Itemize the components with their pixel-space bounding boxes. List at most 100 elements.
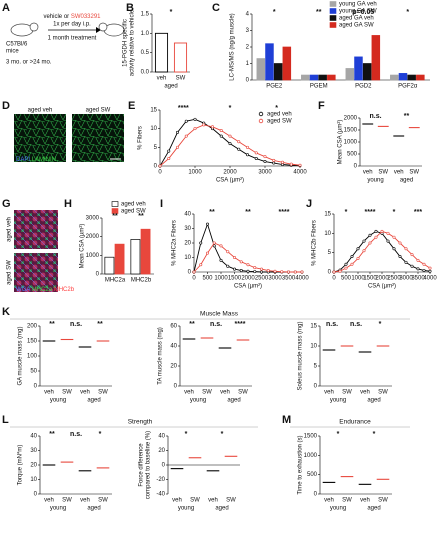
group-label: aged <box>367 398 380 404</box>
x-tick-label: SW <box>226 498 236 504</box>
point <box>254 151 258 155</box>
point <box>226 250 230 254</box>
x-tick-label: SW <box>98 498 108 504</box>
point <box>338 269 342 273</box>
y-tick-label: 15 <box>324 212 331 218</box>
x-axis-label: CSA (µm²) <box>368 284 396 290</box>
legend-label: young GA veh <box>339 2 377 8</box>
point <box>368 233 372 237</box>
x-tick-label: veh <box>44 498 54 504</box>
point <box>219 244 223 248</box>
y-tick-label: 0 <box>246 78 250 84</box>
point <box>298 163 302 167</box>
significance: * <box>345 209 348 216</box>
bar <box>398 73 408 81</box>
point <box>392 235 396 239</box>
x-tick-label: PGF2α <box>398 84 418 90</box>
panel-letter: D <box>2 100 10 112</box>
significance: * <box>406 9 409 16</box>
y-tick-label: -40 <box>156 492 165 498</box>
significance: * <box>275 105 278 112</box>
legend-swatch <box>111 208 119 214</box>
bar <box>282 46 292 81</box>
stain-label: WGA MHC2a MHC2b <box>16 287 75 293</box>
x-tick-label: veh <box>220 390 230 396</box>
significance: ** <box>97 321 103 328</box>
y-tick-label: 1000 <box>344 140 358 146</box>
point <box>416 267 420 271</box>
y-tick-label: 1 <box>246 61 250 67</box>
group-label: young <box>50 398 66 404</box>
y-tick-label: 20 <box>170 364 177 370</box>
significance: **** <box>235 321 246 328</box>
point <box>233 267 237 271</box>
group-label: young <box>178 506 194 512</box>
point <box>374 229 378 233</box>
point <box>362 239 366 243</box>
significance: *** <box>414 209 422 216</box>
dose: 1x per day i.p. <box>53 22 91 28</box>
x-tick-label: 2500 <box>387 276 401 282</box>
point <box>386 231 390 235</box>
y-tick-label: 5 <box>328 250 332 256</box>
significance: ** <box>138 213 144 220</box>
legend-swatch <box>329 22 337 28</box>
point <box>293 270 297 274</box>
point <box>237 147 241 151</box>
point <box>212 241 216 245</box>
x-tick-label: 500 <box>202 276 213 282</box>
group-label: young <box>367 178 383 184</box>
point <box>300 270 304 274</box>
y-tick-label: 2000 <box>86 234 100 240</box>
point <box>332 270 336 274</box>
legend-swatch <box>329 1 337 7</box>
point <box>386 239 390 243</box>
y-tick-label: 1000 <box>86 253 100 259</box>
y-tick-label: 0 <box>174 384 178 390</box>
x-tick-label: 3000 <box>258 170 272 176</box>
point <box>380 229 384 233</box>
panel-letter: L <box>2 414 9 426</box>
x-tick-label: veh <box>80 390 90 396</box>
significance: n.s. <box>70 431 82 438</box>
significance: **** <box>365 209 376 216</box>
point <box>266 269 270 273</box>
point <box>211 125 215 129</box>
point <box>280 270 284 274</box>
series-line <box>333 230 431 273</box>
bar <box>362 63 372 81</box>
x-tick-label: 3500 <box>411 276 425 282</box>
y-tick-label: 1500 <box>304 434 318 440</box>
point <box>226 264 230 268</box>
point <box>398 255 402 259</box>
point <box>286 270 290 274</box>
y-tick-label: 0 <box>96 272 100 278</box>
group-label: young <box>190 398 206 404</box>
significance: n.s. <box>369 113 381 120</box>
y-axis-label: Torque (mN*m) <box>18 445 24 486</box>
point <box>202 123 206 127</box>
y-axis-label: Mean CSA (µm²) <box>80 224 86 269</box>
legend-label: young GA SW <box>339 9 377 15</box>
x-tick-label: 1000 <box>188 170 202 176</box>
series-line <box>333 230 431 273</box>
y-tick-label: 500 <box>307 472 318 478</box>
point <box>254 157 258 161</box>
y-tick-label: 0.0 <box>141 70 150 76</box>
y-tick-label: 10 <box>150 126 157 132</box>
panel-letter: J <box>306 198 312 210</box>
point <box>272 161 276 165</box>
stain-1: MHC2a <box>32 287 53 293</box>
bar <box>309 74 319 81</box>
point <box>392 247 396 251</box>
significance: * <box>229 105 232 112</box>
significance: **** <box>279 209 290 216</box>
significance: * <box>393 209 396 216</box>
bar <box>140 228 151 275</box>
x-tick-label: 0 <box>192 276 196 282</box>
group-label: young <box>330 506 346 512</box>
point <box>398 241 402 245</box>
point <box>193 117 197 121</box>
point <box>206 251 210 255</box>
